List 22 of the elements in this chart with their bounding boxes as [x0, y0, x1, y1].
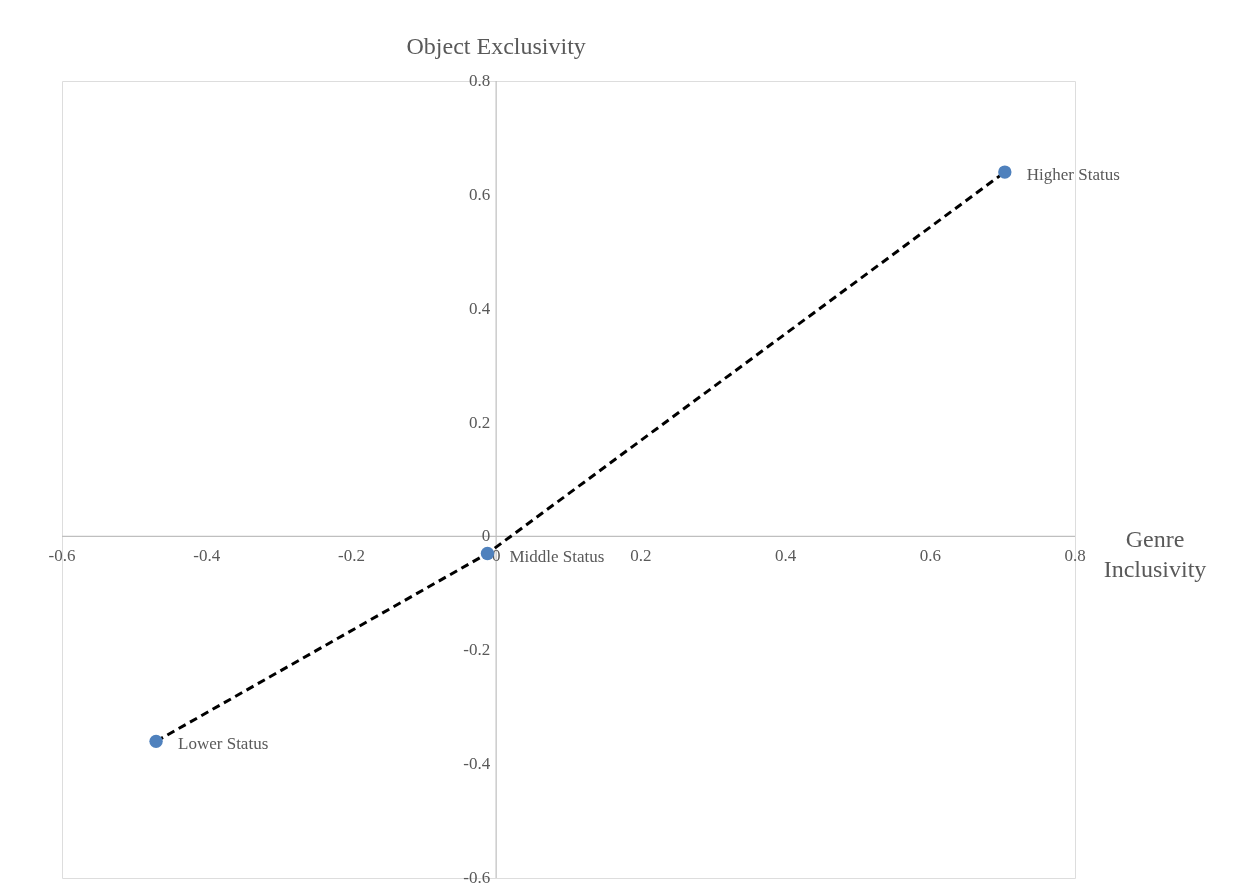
point [149, 734, 163, 749]
x-tick-label: 0.4 [774, 546, 797, 566]
y-tick-label: 0 [481, 526, 491, 546]
y-tick-label: 0.8 [468, 71, 491, 90]
annotation: Lower Status [178, 734, 269, 754]
y-tick-label: 0.2 [468, 412, 491, 432]
y-tick-label: 0.4 [468, 298, 491, 318]
annotation: Middle Status [509, 546, 605, 566]
y-axis-title: Object Exclusivity [406, 33, 586, 59]
y-tick-label: -0.6 [463, 868, 491, 887]
x-tick-label: -0.2 [337, 546, 365, 566]
x-axis-title: Genre Inclusivity [1103, 526, 1207, 583]
x-tick-label: 0.2 [630, 546, 652, 566]
x-tick-label: -0.4 [193, 546, 221, 566]
y-tick-label: 0.6 [468, 184, 491, 204]
y-tick-label: -0.4 [463, 754, 491, 774]
annotation: Higher Status [1026, 165, 1120, 185]
x-tick-label: 0.6 [919, 546, 941, 566]
x-tick-label: 0.8 [1064, 546, 1086, 566]
x-tick-label: -0.6 [48, 546, 76, 566]
point [998, 165, 1012, 179]
y-tick-label: -0.2 [463, 640, 491, 660]
